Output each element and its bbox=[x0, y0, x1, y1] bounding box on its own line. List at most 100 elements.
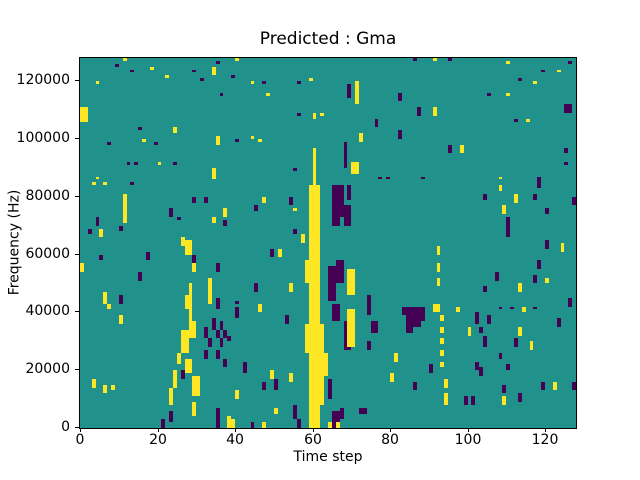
heatmap-cell bbox=[564, 148, 568, 153]
heatmap-cell bbox=[479, 327, 483, 333]
heatmap-cell bbox=[541, 382, 545, 390]
heatmap-cell bbox=[185, 240, 192, 255]
heatmap-cell bbox=[545, 208, 549, 214]
heatmap-cell bbox=[169, 208, 173, 217]
heatmap-cell bbox=[564, 104, 572, 113]
heatmap-cell bbox=[499, 307, 502, 309]
heatmap-cell bbox=[262, 197, 266, 203]
heatmap-cell bbox=[297, 81, 301, 84]
x-tick-label: 60 bbox=[304, 432, 322, 448]
heatmap-cell bbox=[235, 301, 239, 304]
heatmap-cell bbox=[553, 382, 557, 390]
heatmap-cell bbox=[355, 81, 359, 104]
heatmap-cell bbox=[119, 295, 123, 304]
heatmap-cell bbox=[537, 260, 541, 269]
x-tick-label: 100 bbox=[454, 432, 482, 448]
x-tick-mark bbox=[158, 428, 159, 432]
heatmap-cell bbox=[402, 307, 406, 315]
heatmap-cell bbox=[444, 399, 448, 405]
heatmap-cell bbox=[347, 309, 355, 347]
heatmap-cell bbox=[216, 61, 220, 64]
heatmap-cell bbox=[103, 182, 107, 185]
heatmap-cell bbox=[533, 307, 537, 309]
heatmap-cell bbox=[518, 327, 522, 336]
heatmap-cell bbox=[475, 312, 479, 324]
heatmap-cell bbox=[293, 405, 297, 419]
heatmap-cell bbox=[181, 370, 185, 379]
heatmap-cell bbox=[80, 107, 88, 122]
heatmap-cell bbox=[533, 275, 537, 283]
heatmap-cell bbox=[506, 364, 510, 370]
heatmap-cell bbox=[440, 315, 444, 321]
heatmap-cell bbox=[375, 119, 378, 127]
heatmap-cell bbox=[506, 93, 510, 96]
heatmap-cell bbox=[274, 379, 278, 390]
heatmap-cell bbox=[456, 307, 460, 312]
heatmap-cell bbox=[266, 93, 270, 96]
heatmap-cell bbox=[161, 419, 165, 428]
heatmap-cell bbox=[189, 283, 192, 295]
heatmap-cell bbox=[499, 185, 502, 191]
heatmap-cell bbox=[479, 367, 483, 376]
heatmap-cell bbox=[537, 177, 541, 182]
heatmap-cell bbox=[123, 58, 127, 61]
heatmap-cell bbox=[541, 70, 545, 72]
heatmap-cell bbox=[278, 249, 282, 257]
heatmap-cell bbox=[297, 113, 301, 116]
heatmap-cell bbox=[483, 194, 487, 200]
heatmap-cell bbox=[262, 382, 266, 390]
heatmap-cell bbox=[251, 422, 254, 428]
heatmap-cell bbox=[514, 194, 518, 203]
heatmap-cell bbox=[328, 422, 332, 428]
heatmap-cell bbox=[394, 353, 398, 362]
heatmap-cell bbox=[270, 249, 274, 257]
heatmap-cell bbox=[130, 70, 134, 72]
heatmap-cell bbox=[142, 139, 146, 142]
heatmap-cell bbox=[429, 364, 433, 373]
heatmap-cell bbox=[254, 205, 258, 211]
heatmap-cell bbox=[313, 151, 316, 185]
heatmap-cell bbox=[320, 113, 324, 116]
heatmap-cell bbox=[487, 93, 491, 96]
heatmap-cell bbox=[154, 142, 158, 145]
heatmap-cell bbox=[103, 292, 107, 304]
heatmap-cell bbox=[173, 370, 177, 388]
heatmap-cell bbox=[309, 185, 320, 301]
heatmap-cell bbox=[530, 341, 533, 350]
heatmap-cell bbox=[506, 217, 510, 237]
heatmap-cell bbox=[386, 177, 390, 179]
heatmap-cell bbox=[208, 338, 212, 347]
heatmap-cell bbox=[258, 139, 262, 142]
heatmap-plot-area bbox=[79, 57, 577, 429]
heatmap-cell bbox=[502, 396, 506, 405]
heatmap-cell bbox=[533, 194, 537, 200]
x-tick-label: 40 bbox=[226, 432, 244, 448]
heatmap-cell bbox=[561, 243, 564, 252]
heatmap-cell bbox=[572, 197, 576, 205]
heatmap-cell bbox=[359, 408, 367, 414]
heatmap-cell bbox=[177, 353, 181, 364]
heatmap-cell bbox=[99, 255, 103, 260]
heatmap-cell bbox=[344, 205, 351, 226]
heatmap-cell bbox=[181, 237, 185, 246]
y-tick-mark bbox=[75, 254, 79, 255]
heatmap-cell bbox=[367, 341, 371, 350]
y-tick-label: 20000 bbox=[25, 361, 70, 377]
heatmap-cell bbox=[204, 350, 208, 359]
y-axis-label: Frequency (Hz) bbox=[6, 189, 23, 296]
heatmap-cell bbox=[235, 58, 239, 61]
heatmap-cell bbox=[421, 307, 425, 321]
heatmap-cell bbox=[165, 75, 169, 78]
heatmap-cell bbox=[138, 127, 142, 130]
heatmap-cell bbox=[390, 373, 394, 382]
heatmap-cell bbox=[216, 298, 220, 309]
heatmap-cell bbox=[518, 283, 522, 292]
heatmap-cell bbox=[564, 162, 568, 165]
heatmap-cell bbox=[127, 162, 130, 165]
heatmap-cell bbox=[332, 185, 340, 226]
heatmap-cell bbox=[227, 336, 231, 341]
heatmap-cell bbox=[433, 107, 437, 116]
heatmap-cell bbox=[235, 307, 239, 318]
heatmap-cell bbox=[216, 136, 220, 145]
heatmap-cell bbox=[119, 315, 123, 324]
